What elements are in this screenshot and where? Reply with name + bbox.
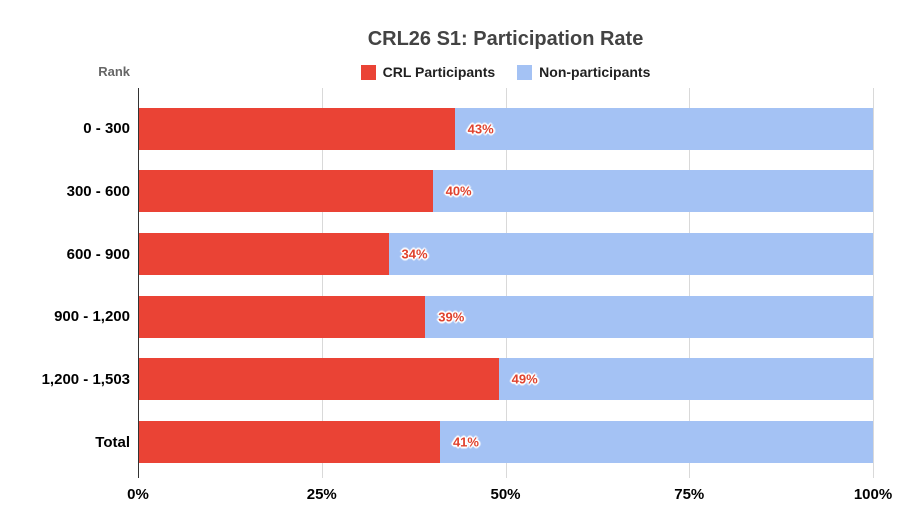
non-participants-swatch-icon [517, 64, 533, 80]
x-axis-tick-label: 75% [674, 486, 705, 503]
category-label-text: 300 - 600 [66, 182, 130, 200]
gridline [873, 88, 874, 478]
bar-row: 49% [139, 338, 873, 401]
gridline [321, 88, 323, 478]
category-label-text: 0 - 300 [83, 120, 130, 138]
bar-rows: 43% 40% 34% 39% 49% 41% [139, 87, 873, 464]
category-label: 300 - 600 [0, 150, 130, 213]
crl-participants-swatch-icon [360, 64, 376, 80]
gridlines [138, 88, 874, 478]
non-participants-bar: 39% [139, 295, 873, 338]
bar-value-label: 34% [401, 246, 428, 262]
crl-participants-bar [139, 170, 433, 213]
bar-row: 34% [139, 212, 873, 276]
x-axis-tick-label: 50% [490, 486, 521, 503]
legend: CRL Participants Non-participants [138, 62, 873, 82]
y-axis-title: Rank [98, 64, 130, 79]
non-participants-bar: 49% [139, 358, 873, 401]
non-participants-bar: 34% [139, 233, 873, 276]
legend-item-crl-participants: CRL Participants [360, 64, 496, 80]
bar-value-label: 41% [452, 434, 479, 450]
bar-value-label: 43% [467, 121, 494, 137]
category-labels: 0 - 300 300 - 600 600 - 900 900 - 1,200 1,20… [0, 87, 130, 463]
chart-title: CRL26 S1: Participation Rate [367, 28, 644, 50]
bar-value-label: 39% [438, 309, 465, 325]
x-axis-labels: 0% 25% 50% 75% 100% [127, 486, 892, 506]
crl-participants-bar [139, 358, 499, 401]
bar-row: 40% [139, 150, 873, 213]
category-label: 900 - 1,200 [0, 275, 130, 338]
legend-label-crl-participants: CRL Participants [382, 64, 496, 80]
category-label: 600 - 900 [0, 212, 130, 275]
bar-row: 43% [139, 87, 873, 150]
x-axis-tick-label: 25% [306, 486, 337, 503]
crl-participants-bar [139, 295, 426, 338]
bar-value-label: 40% [445, 183, 472, 199]
category-label-text: 600 - 900 [66, 245, 130, 263]
bar-row: 41% [139, 400, 873, 464]
y-axis-line [138, 88, 139, 478]
crl-participants-bar [139, 421, 440, 464]
x-axis-tick-label: 0% [127, 486, 149, 503]
category-label-text: Total [95, 433, 130, 451]
category-label-text: 1,200 - 1,503 [41, 370, 130, 388]
category-label-text: 900 - 1,200 [54, 308, 130, 326]
category-label: 1,200 - 1,503 [0, 338, 130, 401]
bar-row: 39% [139, 275, 873, 338]
category-label: 0 - 300 [0, 87, 130, 150]
bar-value-label: 49% [511, 371, 538, 387]
crl-participants-bar [139, 233, 389, 276]
non-participants-bar: 41% [139, 421, 873, 464]
crl-participants-bar [139, 107, 455, 150]
non-participants-bar: 40% [139, 170, 873, 213]
gridline [689, 88, 691, 478]
gridline [505, 88, 507, 478]
x-axis-tick-label: 100% [853, 486, 893, 503]
non-participants-bar: 43% [139, 107, 873, 150]
legend-label-non-participants: Non-participants [539, 64, 651, 80]
legend-item-non-participants: Non-participants [517, 64, 650, 80]
category-label: Total [0, 400, 130, 463]
